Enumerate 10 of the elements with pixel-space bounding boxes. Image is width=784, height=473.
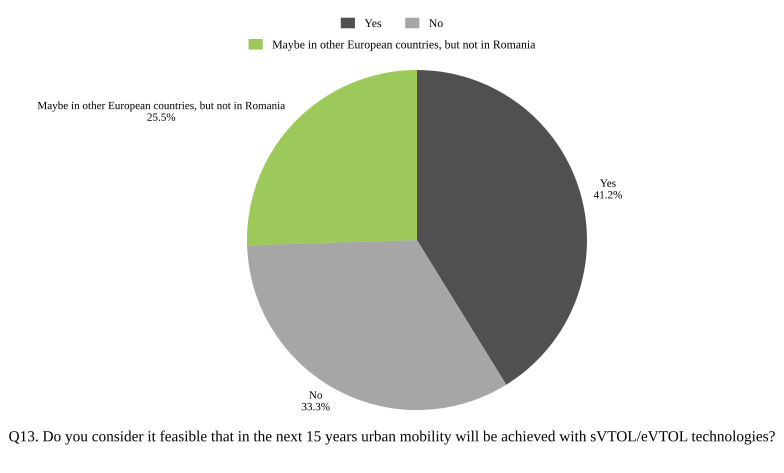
data-label: 33.3% — [302, 402, 330, 410]
slice-label: Maybe in other European countries, but not in Romania — [38, 101, 285, 112]
data-label: 25.5% — [147, 113, 176, 121]
legend-label: No — [429, 19, 443, 28]
data-label: 41.2% — [594, 191, 622, 199]
slice-label: Yes — [600, 180, 616, 187]
text: Q13. Do you consider it feasible that in the next 15 years urban mobility will be achieved with sVTOL/eVTOL technologies? — [9, 430, 775, 445]
slice-label: No — [309, 391, 322, 399]
legend-label: Yes — [364, 19, 382, 28]
legend-label: Maybe in other European countries, but not in Romania — [272, 40, 536, 51]
